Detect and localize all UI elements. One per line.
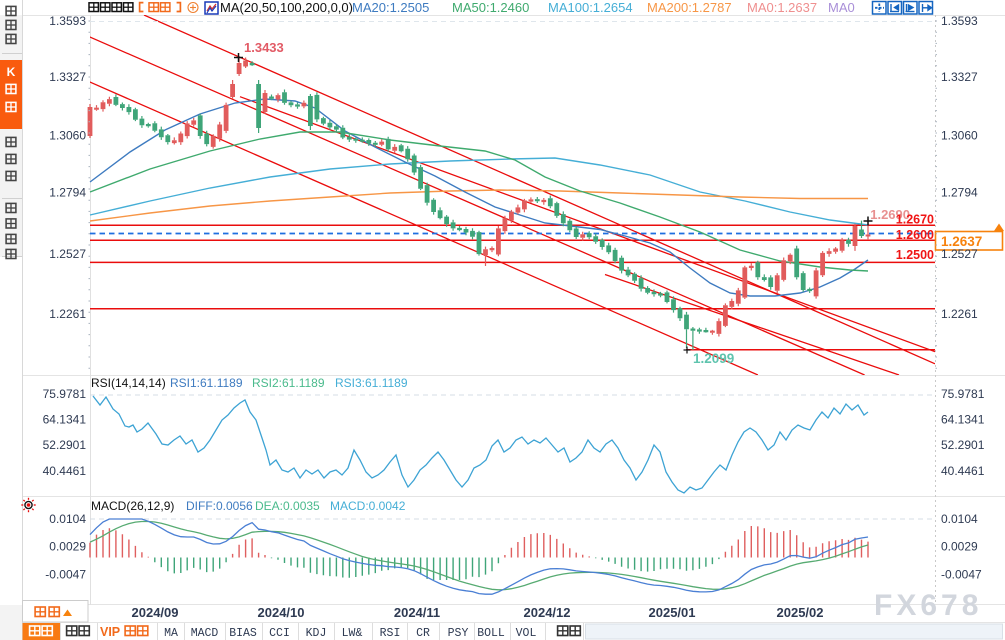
svg-text:75.9781: 75.9781 bbox=[43, 387, 87, 401]
svg-text:1.3327: 1.3327 bbox=[49, 70, 86, 84]
svg-text:RSI3:61.1189: RSI3:61.1189 bbox=[335, 376, 408, 390]
svg-text:0.0029: 0.0029 bbox=[941, 540, 978, 554]
svg-text:1.2637: 1.2637 bbox=[941, 234, 982, 249]
svg-text:RSI(14,14,14): RSI(14,14,14) bbox=[91, 376, 166, 390]
svg-text:2024/12: 2024/12 bbox=[524, 605, 571, 620]
svg-text:FX678: FX678 bbox=[874, 589, 982, 622]
svg-text:MA200:1.2787: MA200:1.2787 bbox=[647, 0, 732, 15]
svg-text:MA0: MA0 bbox=[828, 0, 855, 15]
svg-text:BOLL: BOLL bbox=[477, 627, 505, 640]
svg-text:MA0:1.2637: MA0:1.2637 bbox=[747, 0, 817, 15]
svg-text:64.1341: 64.1341 bbox=[941, 413, 985, 427]
svg-text:BIAS: BIAS bbox=[229, 627, 257, 640]
svg-text:52.2901: 52.2901 bbox=[941, 438, 985, 452]
svg-text:RSI1:61.1189: RSI1:61.1189 bbox=[170, 376, 243, 390]
svg-text:1.3060: 1.3060 bbox=[941, 129, 978, 143]
svg-text:VOL: VOL bbox=[516, 627, 537, 640]
svg-text:0.0029: 0.0029 bbox=[49, 540, 86, 554]
svg-text:2024/10: 2024/10 bbox=[258, 605, 305, 620]
svg-text:DIFF:0.0056: DIFF:0.0056 bbox=[186, 499, 253, 513]
svg-text:0.0104: 0.0104 bbox=[49, 512, 86, 526]
svg-text:MACD: MACD bbox=[191, 627, 219, 640]
svg-text:1.2690: 1.2690 bbox=[870, 207, 910, 222]
svg-text:1.2600: 1.2600 bbox=[896, 228, 934, 242]
svg-text:MACD(26,12,9): MACD(26,12,9) bbox=[91, 499, 174, 513]
svg-text:DEA:0.0035: DEA:0.0035 bbox=[255, 499, 320, 513]
svg-text:1.2670: 1.2670 bbox=[896, 213, 934, 227]
svg-text:1.3433: 1.3433 bbox=[244, 40, 284, 55]
svg-text:40.4461: 40.4461 bbox=[941, 464, 985, 478]
svg-text:MA50:1.2460: MA50:1.2460 bbox=[452, 0, 529, 15]
svg-text:2025/01: 2025/01 bbox=[649, 605, 696, 620]
svg-text:0.0104: 0.0104 bbox=[941, 512, 978, 526]
svg-text:1.3593: 1.3593 bbox=[49, 14, 86, 28]
svg-text:CR: CR bbox=[416, 627, 430, 640]
svg-text:RSI: RSI bbox=[380, 627, 401, 640]
svg-text:1.3327: 1.3327 bbox=[941, 70, 978, 84]
svg-text:1.2500: 1.2500 bbox=[896, 248, 934, 262]
svg-text:MA(20,50,100,200,0,0): MA(20,50,100,200,0,0) bbox=[220, 0, 353, 15]
svg-text:1.2261: 1.2261 bbox=[941, 307, 978, 321]
svg-text:PSY: PSY bbox=[448, 627, 469, 640]
svg-text:CCI: CCI bbox=[269, 627, 290, 640]
svg-text:RSI2:61.1189: RSI2:61.1189 bbox=[252, 376, 325, 390]
svg-text:1.2527: 1.2527 bbox=[941, 247, 978, 261]
svg-text:1.2527: 1.2527 bbox=[49, 247, 86, 261]
svg-text:1.2261: 1.2261 bbox=[49, 307, 86, 321]
svg-text:2024/11: 2024/11 bbox=[394, 605, 440, 620]
svg-text:2025/02: 2025/02 bbox=[777, 605, 824, 620]
svg-text:1.3060: 1.3060 bbox=[49, 129, 86, 143]
svg-text:40.4461: 40.4461 bbox=[43, 464, 87, 478]
svg-text:75.9781: 75.9781 bbox=[941, 387, 985, 401]
svg-text:K: K bbox=[7, 65, 16, 79]
svg-text:1.2794: 1.2794 bbox=[941, 186, 978, 200]
svg-text:MACD:0.0042: MACD:0.0042 bbox=[330, 499, 406, 513]
svg-text:MA: MA bbox=[164, 627, 178, 640]
svg-text:MA100:1.2654: MA100:1.2654 bbox=[548, 0, 633, 15]
svg-text:2024/09: 2024/09 bbox=[132, 605, 179, 620]
svg-text:VIP: VIP bbox=[100, 625, 120, 639]
svg-text:1.2794: 1.2794 bbox=[49, 186, 86, 200]
svg-text:1.3593: 1.3593 bbox=[941, 14, 978, 28]
svg-text:MA20:1.2505: MA20:1.2505 bbox=[352, 0, 429, 15]
svg-text:52.2901: 52.2901 bbox=[43, 438, 87, 452]
svg-text:KDJ: KDJ bbox=[306, 627, 327, 640]
svg-text:-0.0047: -0.0047 bbox=[941, 568, 982, 582]
svg-text:-0.0047: -0.0047 bbox=[45, 568, 86, 582]
svg-text:64.1341: 64.1341 bbox=[43, 413, 87, 427]
svg-text:1.2099: 1.2099 bbox=[693, 351, 734, 366]
svg-text:LW&: LW& bbox=[342, 627, 363, 640]
